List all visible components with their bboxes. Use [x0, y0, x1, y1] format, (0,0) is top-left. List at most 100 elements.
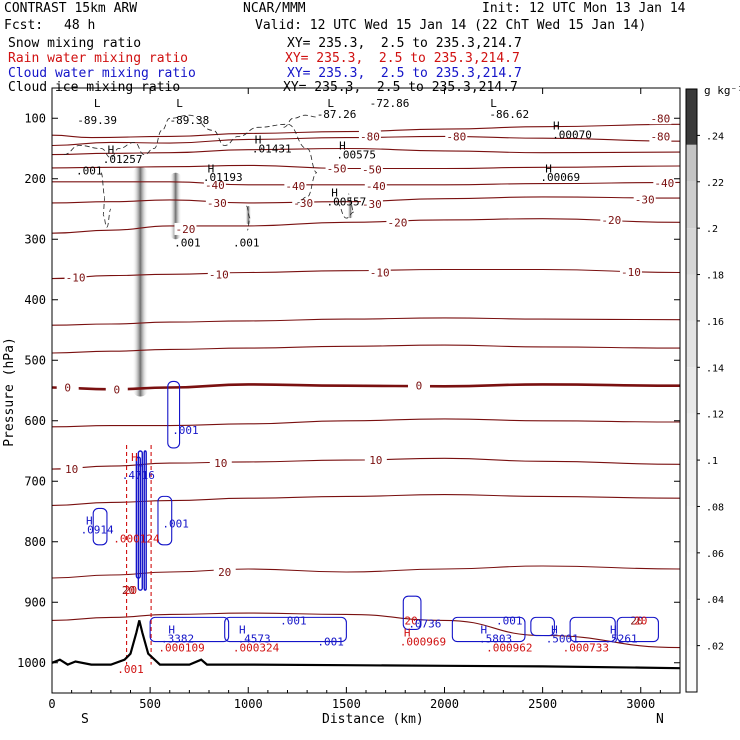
- annotation-5: -89.38: [170, 114, 210, 127]
- temperature-label-10: -30: [207, 197, 227, 210]
- snow-shading-2: [245, 205, 252, 225]
- temperature-label-bg-17: [64, 271, 87, 284]
- forecast-label: Fcst:: [4, 18, 44, 33]
- annotation-40: .000324: [233, 642, 280, 655]
- colorbar-label-0: .24: [706, 131, 724, 142]
- colorbar-label-8: .08: [706, 502, 724, 513]
- temperature-label-5: -50: [362, 164, 382, 177]
- field-snow-xy: XY= 235.3, 2.5 to 235.3,214.7: [287, 36, 522, 51]
- colorbar-unit: g kg⁻¹: [704, 84, 740, 97]
- temperature-label-bg-9: [653, 176, 676, 189]
- temperature-label-25: 10: [214, 457, 227, 470]
- y-tick-label-1: 200: [24, 172, 46, 186]
- cloud-water-core-2: [135, 456, 142, 579]
- annotation-53: .000733: [563, 642, 609, 655]
- temperature-label-4: -50: [327, 162, 347, 175]
- temperature-label-bg-19: [368, 266, 391, 279]
- annotation-50: .000962: [486, 642, 532, 655]
- annotation-33: .000124: [113, 533, 160, 546]
- temperature-contour-8: [51, 317, 681, 326]
- annotation-17: .001: [76, 164, 103, 177]
- colorbar-label-1: .22: [706, 178, 724, 189]
- field-rain-xy: XY= 235.3, 2.5 to 235.3,214.7: [285, 51, 520, 66]
- annotation-1: L: [176, 97, 183, 110]
- annotation-16: .00070: [552, 129, 592, 142]
- annotation-30: H: [86, 515, 93, 528]
- temperature-label-17: -10: [66, 271, 86, 284]
- annotation-22: H: [331, 187, 338, 200]
- colorbar-label-10: .04: [706, 595, 724, 606]
- temperature-label-24: 10: [65, 463, 78, 476]
- annotation-21: .01193: [203, 171, 243, 184]
- annotation-34: 20: [124, 584, 137, 597]
- cloud-water-contour-4: [224, 616, 347, 643]
- annotation-46: .000969: [400, 636, 446, 649]
- annotation-6: -87.26: [317, 108, 357, 121]
- temperature-label-bg-14: [174, 222, 197, 235]
- colorbar-swatch-2: [686, 181, 697, 229]
- annotation-48: .5803: [479, 633, 512, 646]
- temperature-label-14: -20: [176, 223, 196, 236]
- annotation-26: .001: [172, 424, 199, 437]
- field-snow-name: Snow mixing ratio: [8, 36, 142, 51]
- cloud-ice-contour-3: [245, 205, 251, 231]
- temperature-label-bg-2: [358, 130, 381, 143]
- temperature-label-6: -40: [205, 179, 225, 192]
- colorbar-label-2: .2: [706, 224, 718, 235]
- y-tick-label-8: 900: [24, 595, 46, 609]
- field-rain-name: Rain water mixing ratio: [8, 51, 189, 66]
- annotation-55: .5261: [605, 633, 638, 646]
- snow-shading-0: [132, 166, 149, 397]
- x-tick-label-5: 2500: [528, 697, 557, 711]
- annotation-32: .001: [162, 518, 189, 531]
- colorbar-label-9: .06: [706, 549, 724, 560]
- x-tick-label-6: 3000: [626, 697, 655, 711]
- temperature-label-bg-0: [649, 112, 672, 125]
- x-axis-right-end: N: [656, 712, 664, 727]
- cloud-water-contour-5: [402, 595, 422, 631]
- field-cloudwater-name: Cloud water mixing ratio: [8, 66, 196, 81]
- temperature-label-bg-4: [325, 162, 348, 175]
- colorbar-swatch-7: [686, 413, 697, 461]
- temperature-label-2: -80: [360, 130, 380, 143]
- y-tick-label-6: 700: [24, 474, 46, 488]
- cloud-water-contour-8: [569, 616, 616, 643]
- temperature-label-bg-12: [360, 198, 383, 211]
- y-axis-label: Pressure (hPa): [1, 337, 17, 447]
- annotation-47: H: [480, 623, 487, 636]
- annotation-12: .01431: [252, 143, 292, 156]
- temperature-contour-7: [51, 268, 681, 280]
- temperature-label-bg-5: [360, 163, 383, 176]
- temperature-contour-13: [51, 494, 681, 506]
- cloud-water-contour-9: [616, 616, 659, 643]
- colorbar-swatch-1: [686, 135, 697, 182]
- annotation-14: .00575: [336, 149, 376, 162]
- temperature-contour-14: [51, 565, 681, 579]
- temperature-label-bg-27: [117, 584, 140, 597]
- temperature-label-bg-10: [205, 196, 228, 209]
- cloud-ice-contour-4: [283, 114, 317, 128]
- temperature-label-bg-24: [60, 463, 83, 476]
- temperature-label-bg-25: [209, 457, 232, 470]
- temperature-label-1: -80: [650, 130, 670, 143]
- annotation-28: H: [137, 460, 144, 473]
- terrain-line: [51, 620, 681, 670]
- annotation-38: H: [239, 623, 246, 636]
- cloud-water-contour-3: [149, 616, 230, 643]
- temperature-contour-6: [51, 218, 681, 234]
- colorbar-label-11: .02: [706, 642, 724, 653]
- temperature-label-22: 0: [113, 383, 120, 396]
- colorbar-label-5: .14: [706, 363, 724, 374]
- temperature-contour-12: [51, 457, 681, 470]
- colorbar-swatch-4: [686, 274, 697, 321]
- temperature-label-23: 0: [416, 380, 423, 393]
- annotation-49: .001: [496, 614, 523, 627]
- colorbar-swatch-11: [686, 599, 697, 646]
- valid-time: Valid: 12 UTC Wed 15 Jan 14 (22 ChT Wed …: [255, 18, 647, 33]
- annotation-11: H: [255, 133, 262, 146]
- cloud-water-core-1: [143, 450, 147, 591]
- x-tick-label-0: 0: [48, 697, 55, 711]
- annotation-27: H: [131, 451, 138, 464]
- temperature-label-bg-21: [56, 381, 79, 394]
